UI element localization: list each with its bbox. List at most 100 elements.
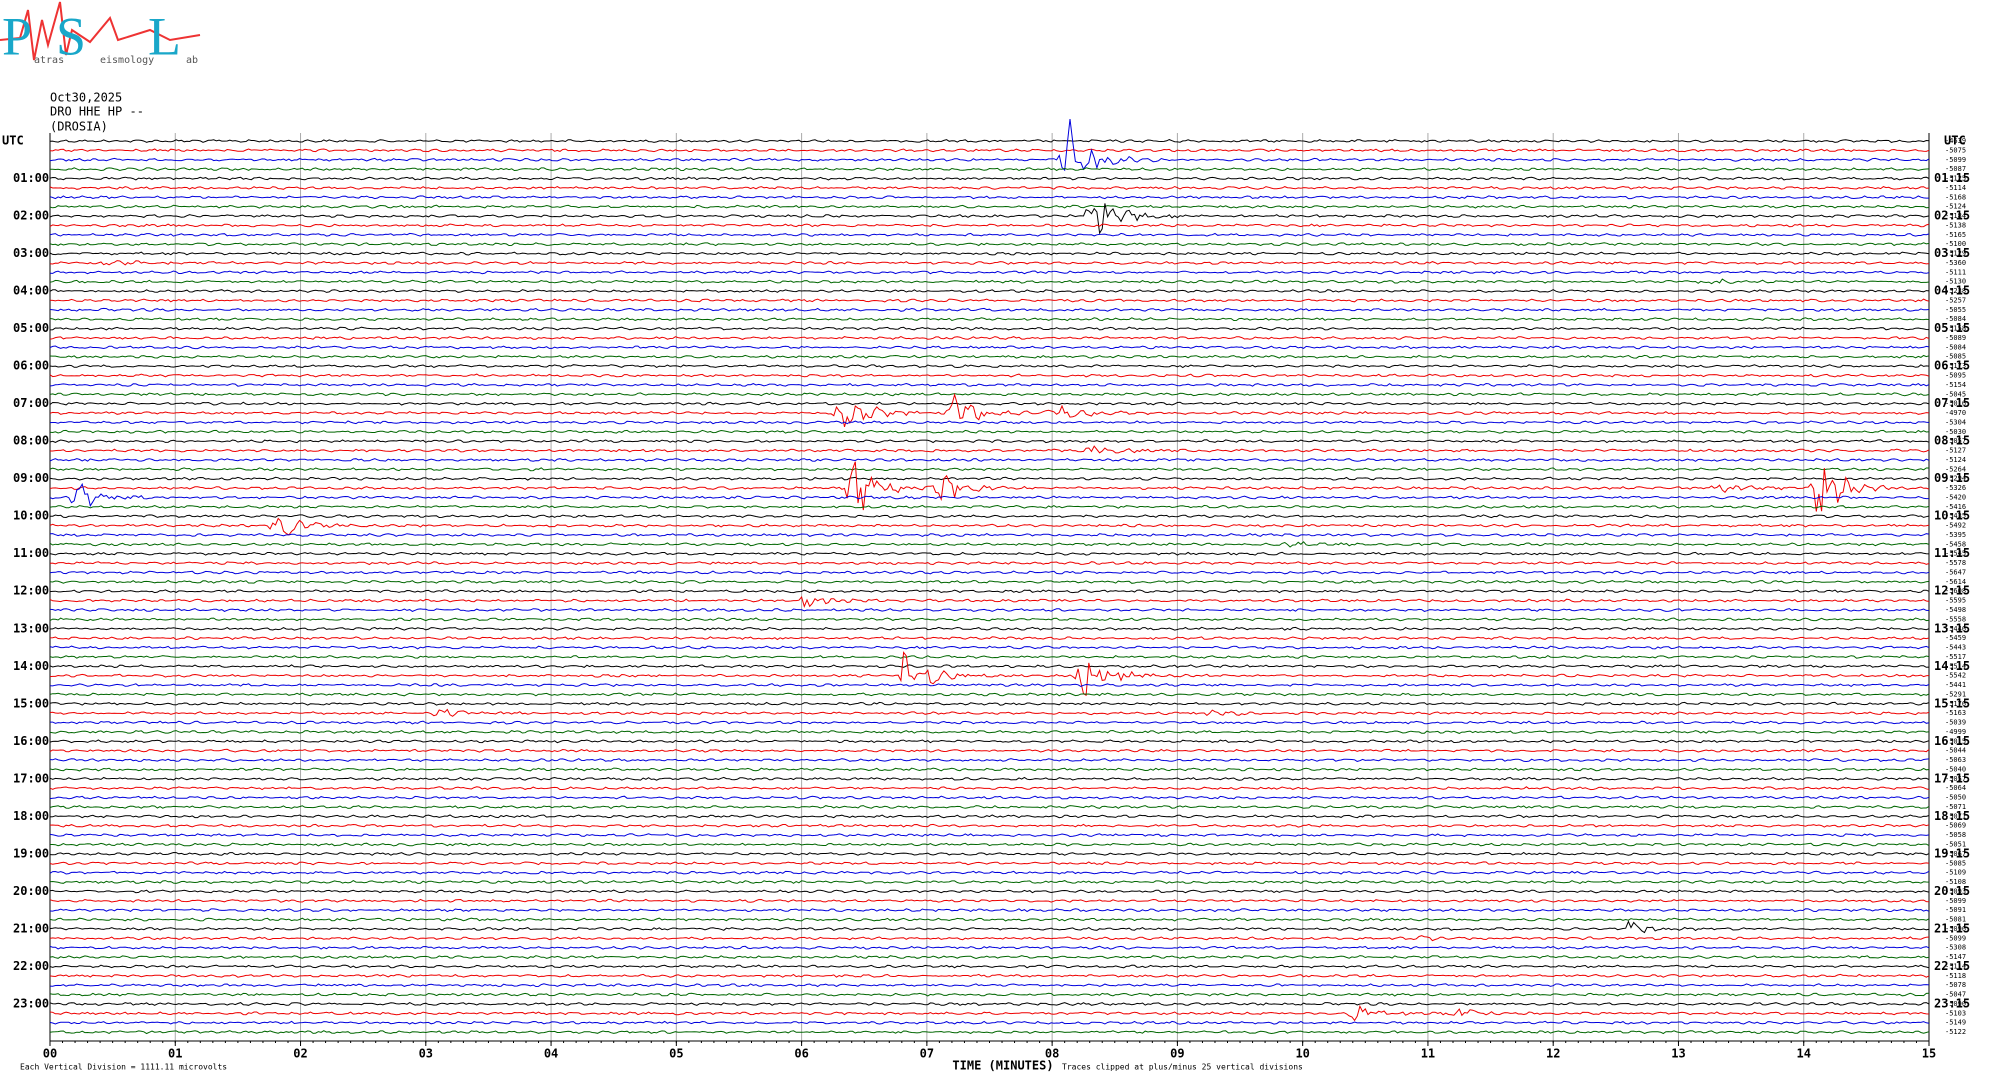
hour-label-right: 07:15	[1934, 396, 1970, 410]
hour-label-right: 03:15	[1934, 246, 1970, 260]
trace	[49, 767, 1930, 772]
trace-offset: -5647	[1945, 568, 1966, 576]
trace	[49, 570, 1930, 575]
trace-offset: -5096	[1945, 925, 1966, 933]
clip-note: Traces clipped at plus/minus 25 vertical…	[1062, 1063, 1303, 1072]
trace	[49, 636, 1930, 641]
trace-offset: -5015	[1945, 737, 1966, 745]
trace-offset: -5294	[1945, 475, 1966, 483]
x-tick-label: 15	[1922, 1047, 1936, 1061]
trace-offset: -5542	[1945, 672, 1966, 680]
trace	[49, 945, 1930, 950]
trace	[49, 289, 1930, 293]
hour-label-right: 14:15	[1934, 659, 1970, 673]
trace	[49, 908, 1930, 913]
hour-label-right: 17:15	[1934, 771, 1970, 785]
trace	[49, 814, 1930, 819]
hour-label-right: 11:15	[1934, 546, 1970, 560]
trace-offset: -5459	[1945, 634, 1966, 642]
hour-label: 06:00	[13, 359, 49, 373]
trace	[49, 458, 1930, 462]
hour-label-right: 09:15	[1934, 471, 1970, 485]
trace	[49, 729, 1930, 734]
x-tick-label: 04	[544, 1047, 558, 1061]
logo-word: eismology	[100, 55, 154, 66]
station: DRO HHE HP --	[50, 105, 144, 119]
traces	[49, 119, 1930, 1035]
trace	[49, 307, 1930, 312]
trace-offset: -5057	[1945, 437, 1966, 445]
trace-offset: -5443	[1945, 644, 1966, 652]
trace	[49, 595, 1930, 609]
trace-offset: -5055	[1945, 306, 1966, 314]
date: Oct30,2025	[50, 91, 122, 105]
hour-label-right: UTC	[1944, 134, 1966, 148]
labels: 00 01 02 03 04 05 06 07 08 09 10 11 12 13 14 15-4639-50…	[2, 134, 1970, 1061]
trace	[49, 298, 1930, 303]
hour-label: 22:00	[13, 959, 49, 973]
trace-offset: -5109	[1945, 869, 1966, 877]
trace-offset: -5125	[1945, 175, 1966, 183]
trace-offset: -5081	[1945, 916, 1966, 924]
trace	[49, 373, 1930, 378]
trace	[49, 242, 1930, 247]
trace-offset: -5326	[1945, 484, 1966, 492]
trace	[49, 608, 1930, 612]
trace	[49, 880, 1930, 884]
x-tick-label: 10	[1295, 1047, 1309, 1061]
trace	[49, 739, 1930, 744]
hour-label: 02:00	[13, 209, 49, 223]
trace	[49, 561, 1930, 566]
hour-label: 11:00	[13, 546, 49, 560]
trace	[49, 833, 1930, 838]
x-tick-label: 00	[43, 1047, 57, 1061]
hour-label: 07:00	[13, 396, 49, 410]
logo-letter: L	[148, 6, 181, 66]
x-tick-label: 07	[920, 1047, 934, 1061]
x-tick-label: 03	[419, 1047, 433, 1061]
trace-offset: -5089	[1945, 334, 1966, 342]
trace-offset: -5441	[1945, 681, 1966, 689]
hour-label-right: 05:15	[1934, 321, 1970, 335]
trace-offset: -5040	[1945, 765, 1966, 773]
trace	[49, 805, 1930, 809]
trace	[49, 139, 1930, 143]
trace	[49, 964, 1930, 969]
trace	[49, 935, 1930, 942]
trace-offset: -5608	[1945, 587, 1966, 595]
trace	[50, 445, 1930, 454]
trace	[49, 326, 1930, 331]
logo-word: atras	[34, 55, 64, 66]
trace-offset: -4999	[1945, 728, 1966, 736]
trace	[49, 776, 1930, 781]
trace	[49, 748, 1930, 753]
trace	[49, 758, 1930, 763]
trace	[49, 683, 1930, 687]
trace	[49, 467, 1929, 472]
trace-offset: -5165	[1945, 231, 1966, 239]
trace	[49, 392, 1930, 428]
trace	[49, 1001, 1930, 1006]
logo-wave	[0, 1, 201, 61]
trace-offset: -5130	[1945, 278, 1966, 286]
hour-label: 10:00	[13, 509, 49, 523]
trace-offset: -5395	[1945, 531, 1966, 539]
trace	[49, 541, 1930, 548]
x-axis-title: TIME (MINUTES)	[952, 1059, 1053, 1073]
scale-note: Each Vertical Division = 1111.11 microvo…	[20, 1063, 227, 1072]
trace-offset: -5129	[1945, 250, 1966, 258]
trace	[49, 579, 1930, 584]
trace	[49, 898, 1930, 903]
trace-offset: -5050	[1945, 794, 1966, 802]
trace-offset: -5099	[1945, 897, 1966, 905]
hour-label-right: 19:15	[1934, 846, 1970, 860]
x-tick-label: 14	[1797, 1047, 1811, 1061]
trace-offset: -5184	[1945, 212, 1966, 220]
trace	[49, 1004, 1930, 1022]
trace-offset: -5071	[1945, 803, 1966, 811]
trace	[49, 401, 1930, 406]
trace-offset: -5498	[1945, 606, 1966, 614]
trace-offset: -5614	[1945, 578, 1966, 586]
trace	[49, 336, 1930, 340]
trace	[49, 119, 1930, 172]
